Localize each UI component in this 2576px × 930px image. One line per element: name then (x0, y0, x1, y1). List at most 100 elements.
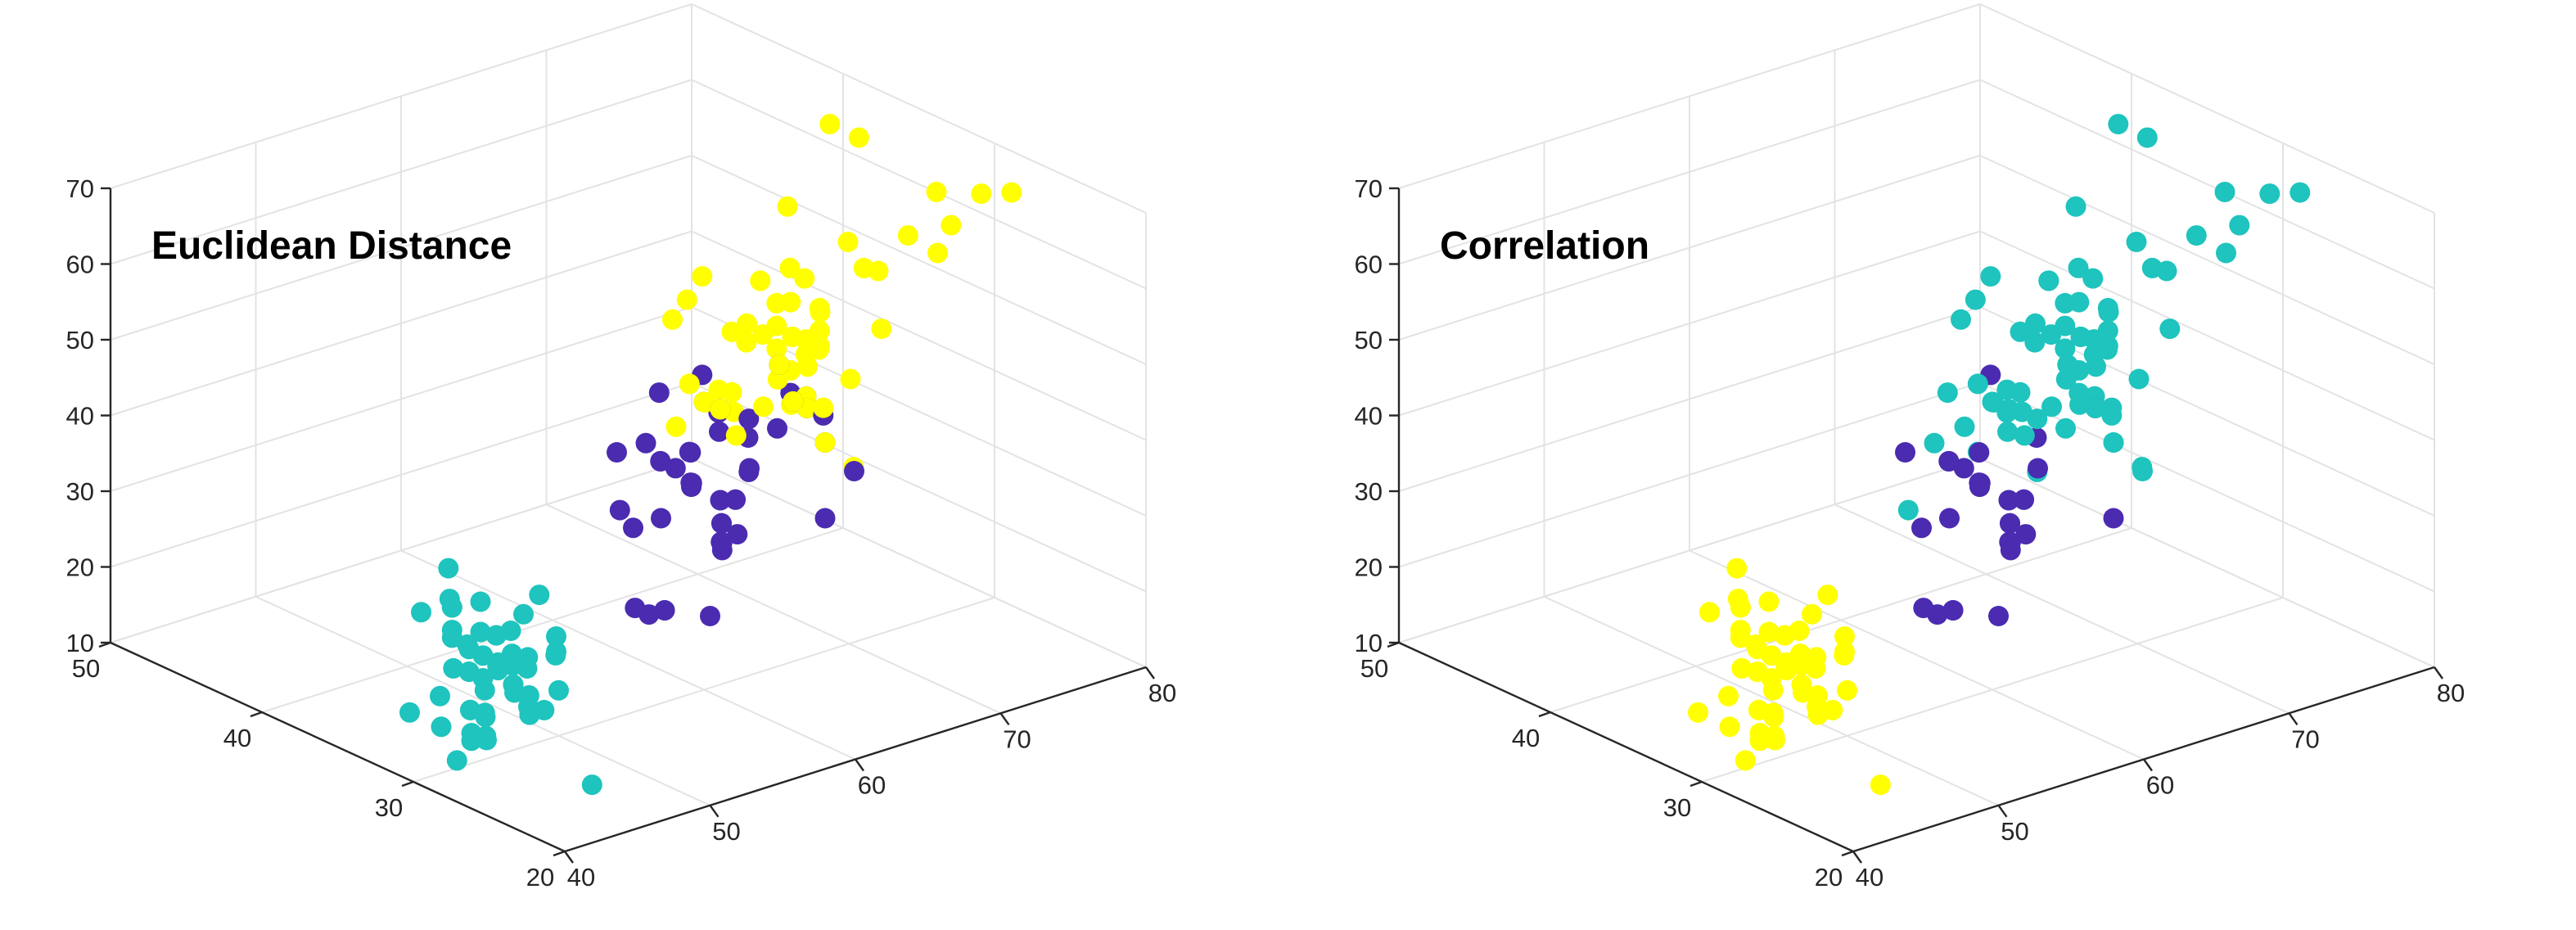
scatter-point (665, 458, 686, 479)
scatter-point (1937, 382, 1958, 404)
scatter-point (431, 716, 452, 738)
x-tick (1145, 666, 1155, 679)
scatter-point (2103, 508, 2124, 529)
x-tick (999, 712, 1010, 725)
z-tick-label: 70 (1355, 174, 1383, 203)
scatter-point (1807, 685, 1828, 707)
scatter-point (623, 517, 643, 539)
grid-line (1398, 155, 1981, 341)
scatter-point (797, 356, 818, 377)
scatter-point (1997, 421, 2018, 442)
scatter-point (2229, 214, 2250, 236)
grid-line (1979, 230, 2435, 441)
scatter-point (475, 707, 496, 728)
y-tick-label: 20 (526, 863, 554, 892)
y-tick-label: 20 (1815, 863, 1843, 892)
scatter-point (777, 196, 798, 217)
scatter-point (709, 421, 729, 442)
scatter-point (609, 499, 630, 521)
grid-line (110, 3, 692, 189)
grid-line (1550, 527, 2132, 713)
scatter-point (625, 598, 646, 619)
scatter-point (1924, 432, 1945, 454)
scatter-point (546, 641, 566, 662)
scatter-point (2065, 196, 2087, 217)
scatter-point (1802, 603, 1822, 625)
scatter-point (1817, 585, 1838, 606)
scatter-point (2186, 225, 2207, 246)
z-tick-label: 70 (66, 174, 94, 203)
z-tick-label: 30 (66, 477, 94, 506)
scatter-point (517, 647, 539, 668)
scatter-point (474, 679, 495, 701)
grid-line (691, 381, 1147, 593)
y-tick-label: 40 (1512, 724, 1540, 752)
scatter-point (2055, 338, 2076, 359)
scatter-point (769, 354, 790, 375)
x-tick-label: 40 (567, 863, 595, 892)
points-group (1688, 114, 2311, 796)
scatter-point (927, 242, 948, 264)
scatter-point (779, 257, 801, 278)
x-tick (2143, 758, 2153, 772)
grid-line (691, 230, 1147, 441)
scatter-point (1765, 729, 1785, 751)
scatter-point (399, 702, 420, 723)
scatter-point (519, 704, 540, 725)
scatter-point (727, 524, 748, 545)
y-tick (250, 711, 263, 718)
scatter-point (2126, 232, 2147, 252)
points-group (399, 114, 1022, 796)
grid-line (110, 306, 692, 492)
scatter-point (1806, 647, 1827, 668)
scatter-point (1790, 655, 1811, 676)
scatter-point (2055, 368, 2077, 390)
y-tick (553, 850, 566, 857)
scatter-point (692, 266, 713, 287)
scatter-point (1988, 606, 2009, 626)
scatter-point (2259, 183, 2281, 205)
scatter-point (2027, 409, 2048, 430)
chart-title: Correlation (1440, 224, 1649, 268)
x-tick (564, 851, 574, 864)
scatter-point (1747, 639, 1768, 660)
scatter-point (2025, 313, 2046, 334)
scatter-point (1730, 620, 1751, 641)
scatter-point (1726, 558, 1748, 579)
scatter-point (783, 391, 804, 412)
scatter-point (814, 432, 836, 453)
scatter-point (2136, 127, 2158, 148)
scatter-point (430, 685, 450, 707)
scatter-point (794, 268, 815, 289)
y-tick-label: 30 (375, 793, 403, 822)
scatter-point (941, 214, 962, 236)
scatter-point (2128, 368, 2150, 390)
scatter-point (1897, 499, 1919, 521)
scatter-point (676, 289, 697, 310)
scatter-point (721, 321, 742, 342)
scatter-point (844, 461, 864, 481)
scatter-point (1967, 373, 1988, 395)
grid-line (1979, 79, 2435, 290)
scatter-point (2070, 327, 2091, 347)
x-tick-label: 80 (1148, 679, 1176, 707)
scatter-point (513, 603, 534, 625)
grid-line (1398, 79, 1981, 265)
scatter-point (710, 490, 731, 511)
scatter-point (443, 657, 464, 679)
y-tick-label: 50 (72, 654, 100, 683)
grid-line (691, 155, 1147, 365)
scatter-point (813, 397, 834, 418)
scatter-point (446, 750, 467, 771)
scatter-point (2214, 182, 2235, 202)
scatter-point (708, 379, 729, 400)
scatter-point (1911, 517, 1932, 539)
y-tick (1538, 711, 1551, 718)
scatter-point (2041, 324, 2062, 345)
scatter-point (1837, 679, 1857, 701)
grid-line (1979, 381, 2435, 593)
scatter-point (1969, 472, 1991, 494)
scatter-point (1998, 399, 2019, 420)
scatter-point (752, 324, 774, 345)
